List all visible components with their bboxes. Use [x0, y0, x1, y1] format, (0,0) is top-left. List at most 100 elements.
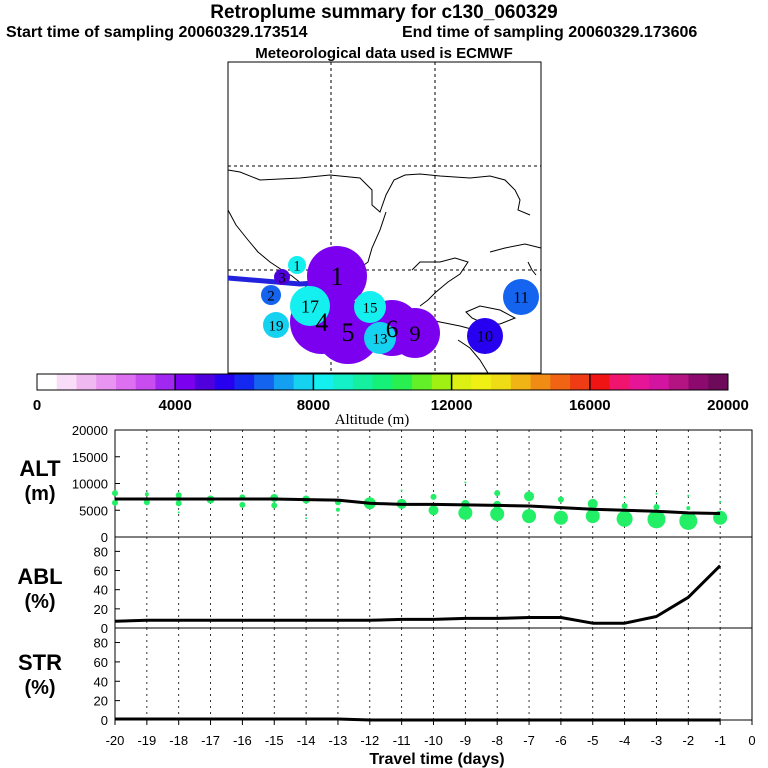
plume-day-label: 6 [386, 316, 399, 343]
altitude-particle-point [647, 510, 666, 529]
plume-day-label: 10 [477, 328, 493, 346]
str-panel-unit: (%) [24, 677, 55, 699]
y-tick-label: 20 [94, 694, 108, 709]
colorbar-swatch [214, 374, 235, 390]
altitude-particle-point [112, 499, 118, 506]
x-tick-label: -5 [587, 733, 599, 748]
colorbar-swatch [96, 374, 117, 390]
colorbar-swatch [570, 374, 591, 390]
colorbar-tick-label: 8000 [297, 397, 330, 414]
altitude-particle-point [305, 517, 308, 520]
plume-disc [288, 256, 306, 274]
colorbar-frame [36, 373, 729, 391]
abl-panel-unit: (%) [24, 591, 55, 613]
x-tick-label: -4 [619, 733, 631, 748]
altitude-particle-point [271, 502, 278, 509]
y-tick-label: 60 [94, 564, 108, 579]
x-tick-label: -3 [651, 733, 663, 748]
altitude-particle-point [143, 499, 150, 506]
colorbar-swatch [37, 374, 58, 390]
altitude-particle-point [430, 493, 437, 500]
plume-disc [290, 286, 330, 326]
x-tick-label: -10 [424, 733, 443, 748]
colorbar-swatch [471, 374, 492, 390]
plume-day-label: 19 [269, 318, 284, 334]
altitude-particle-point [144, 492, 149, 497]
colorbar-swatch [135, 374, 156, 390]
colorbar-swatch [333, 374, 354, 390]
colorbar-label: Altitude (m) [335, 412, 410, 428]
y-tick-label: 0 [101, 713, 108, 728]
y-tick-label: 80 [94, 636, 108, 651]
altitude-particle-point [464, 481, 467, 484]
colorbar-swatch [234, 374, 255, 390]
y-tick-label: 80 [94, 544, 108, 559]
chart-title: Retroplume summary for c130_060329 [210, 2, 558, 23]
x-tick-label: -8 [491, 733, 503, 748]
colorbar-tick-label: 20000 [707, 397, 749, 414]
x-tick-label: -9 [460, 733, 472, 748]
y-tick-label: 40 [94, 674, 108, 689]
altitude-particle-point [587, 498, 598, 509]
colorbar-swatch [392, 374, 413, 390]
colorbar-swatch [609, 374, 630, 390]
colorbar-swatch [491, 374, 512, 390]
altitude-particle-point [679, 511, 698, 530]
altitude-particle-point [175, 500, 182, 507]
x-tick-label: -1 [714, 733, 726, 748]
colorbar-swatch [530, 374, 551, 390]
colorbar-swatch [412, 374, 433, 390]
altitude-particle-point [177, 511, 180, 514]
altitude-particle-point [553, 510, 568, 525]
alt-panel-label: ALT [19, 456, 61, 481]
y-tick-label: 20000 [72, 423, 108, 438]
colorbar-swatch [451, 374, 472, 390]
colorbar-tick-label: 16000 [569, 397, 611, 414]
x-axis-title: Travel time (days) [369, 751, 504, 768]
colorbar-swatch [254, 374, 275, 390]
altitude-particle-point [428, 505, 439, 516]
altitude-particle-point [458, 505, 473, 520]
str-panel-label: STR [18, 650, 62, 675]
colorbar-swatch [649, 374, 670, 390]
plume-day-label: 5 [342, 318, 355, 347]
altitude-particle-point [524, 491, 535, 502]
x-tick-label: -19 [137, 733, 156, 748]
y-tick-label: 20 [94, 602, 108, 617]
altitude-particle-point [494, 490, 501, 497]
x-tick-label: -2 [683, 733, 695, 748]
panel-alt: 0 5000 10000 15000 20000 [72, 423, 753, 545]
time-series-panels: 05000100001500020000020406080020406080-2… [72, 423, 756, 748]
panel-str: 0 20 40 60 80 [94, 627, 753, 728]
altitude-particle-point [400, 489, 403, 492]
x-tick-label: -13 [329, 733, 348, 748]
plume-disc [390, 308, 440, 358]
altitude-particle-point [239, 501, 246, 508]
y-tick-label: 0 [101, 621, 108, 636]
plume-disc [503, 279, 539, 315]
colorbar-swatch [115, 374, 137, 390]
altitude-particle-point [112, 490, 118, 497]
colorbar-swatch [352, 374, 374, 390]
y-tick-label: 5000 [79, 503, 108, 518]
x-tick-label: -16 [233, 733, 252, 748]
plume-day-label: 15 [363, 300, 378, 316]
alt-panel-unit: (m) [24, 483, 55, 505]
colorbar-tick-label: 4000 [159, 397, 192, 414]
series-line [114, 564, 722, 625]
altitude-particle-point [621, 502, 628, 509]
y-tick-label: 60 [94, 655, 108, 670]
met-data-label: Meteorological data used is ECMWF [255, 45, 513, 62]
altitude-particle-point [686, 506, 691, 511]
series-line [115, 497, 721, 515]
x-tick-label: 0 [748, 733, 755, 748]
colorbar-swatch [550, 374, 571, 390]
colorbar-swatch [510, 374, 532, 390]
altitude-particle-point [687, 494, 690, 497]
altitude-particle-point [335, 507, 340, 512]
y-tick-label: 0 [101, 530, 108, 545]
x-tick-label: -12 [360, 733, 379, 748]
y-tick-label: 10000 [72, 477, 108, 492]
altitude-particle-point [557, 496, 564, 503]
colorbar-swatch [293, 374, 314, 390]
